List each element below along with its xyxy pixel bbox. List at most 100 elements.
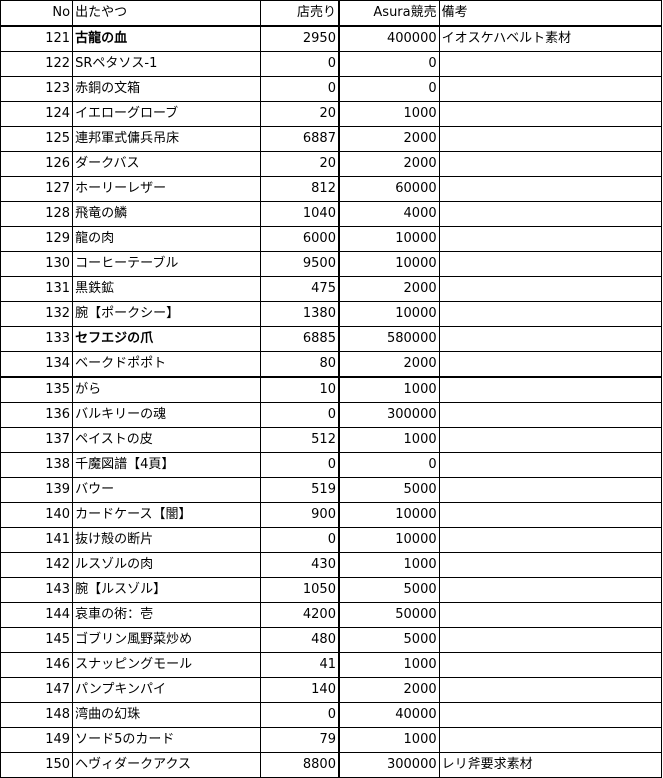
cell-name[interactable]: 腕【ポークシー】 — [72, 301, 262, 327]
cell-note[interactable] — [438, 602, 663, 628]
cell-name[interactable]: 抜け殻の断片 — [72, 527, 262, 553]
cell-no[interactable]: 147 — [0, 677, 74, 703]
cell-shop-price[interactable]: 2950 — [260, 25, 340, 52]
cell-auction-price[interactable]: 400000 — [338, 25, 440, 52]
cell-no[interactable]: 146 — [0, 652, 74, 678]
cell-shop-price[interactable]: 0 — [260, 402, 340, 428]
cell-no[interactable]: 148 — [0, 702, 74, 728]
cell-no[interactable]: 127 — [0, 176, 74, 202]
cell-auction-price[interactable]: 10000 — [338, 251, 440, 277]
cell-shop-price[interactable]: 475 — [260, 276, 340, 302]
cell-auction-price[interactable]: 1000 — [338, 727, 440, 753]
cell-no[interactable]: 142 — [0, 552, 74, 578]
cell-note[interactable] — [438, 402, 663, 428]
cell-auction-price[interactable]: 60000 — [338, 176, 440, 202]
cell-shop-price[interactable]: 0 — [260, 527, 340, 553]
cell-no[interactable]: 128 — [0, 201, 74, 227]
cell-note[interactable] — [438, 126, 663, 152]
cell-shop-price[interactable]: 8800 — [260, 752, 340, 778]
cell-note[interactable] — [438, 251, 663, 277]
cell-shop-price[interactable]: 1380 — [260, 301, 340, 327]
cell-no[interactable]: 133 — [0, 326, 74, 352]
cell-name[interactable]: ルスゾルの肉 — [72, 552, 262, 578]
cell-name[interactable]: 飛竜の鱗 — [72, 201, 262, 227]
cell-note[interactable] — [438, 502, 663, 528]
cell-shop-price[interactable]: 812 — [260, 176, 340, 202]
cell-name[interactable]: バウー — [72, 477, 262, 503]
cell-shop-price[interactable]: 80 — [260, 351, 340, 378]
cell-shop-price[interactable]: 6885 — [260, 326, 340, 352]
cell-shop-price[interactable]: 41 — [260, 652, 340, 678]
cell-name[interactable]: ペイストの皮 — [72, 427, 262, 453]
cell-note[interactable] — [438, 527, 663, 553]
cell-note[interactable] — [438, 176, 663, 202]
cell-no[interactable]: 150 — [0, 752, 74, 778]
cell-auction-price[interactable]: 300000 — [338, 752, 440, 778]
cell-auction-price[interactable]: 2000 — [338, 276, 440, 302]
header-note[interactable]: 備考 — [438, 0, 663, 27]
cell-shop-price[interactable]: 1040 — [260, 201, 340, 227]
cell-no[interactable]: 131 — [0, 276, 74, 302]
cell-no[interactable]: 123 — [0, 76, 74, 102]
cell-auction-price[interactable]: 2000 — [338, 351, 440, 378]
cell-note[interactable] — [438, 351, 663, 378]
cell-note[interactable]: イオスケハベルト素材 — [438, 25, 663, 52]
cell-auction-price[interactable]: 1000 — [338, 101, 440, 127]
cell-auction-price[interactable]: 0 — [338, 76, 440, 102]
cell-name[interactable]: 腕【ルスゾル】 — [72, 577, 262, 603]
cell-auction-price[interactable]: 1000 — [338, 376, 440, 403]
cell-shop-price[interactable]: 6000 — [260, 226, 340, 252]
header-name[interactable]: 出たやつ — [72, 0, 262, 27]
cell-name[interactable]: 連邦軍式傭兵吊床 — [72, 126, 262, 152]
cell-shop-price[interactable]: 512 — [260, 427, 340, 453]
cell-name[interactable]: 古龍の血 — [72, 25, 262, 52]
cell-note[interactable] — [438, 51, 663, 77]
cell-name[interactable]: SRペタソス-1 — [72, 51, 262, 77]
header-no[interactable]: No — [0, 0, 74, 27]
cell-auction-price[interactable]: 10000 — [338, 502, 440, 528]
cell-shop-price[interactable]: 0 — [260, 76, 340, 102]
cell-no[interactable]: 132 — [0, 301, 74, 327]
cell-name[interactable]: ソード5のカード — [72, 727, 262, 753]
cell-no[interactable]: 141 — [0, 527, 74, 553]
cell-shop-price[interactable]: 0 — [260, 51, 340, 77]
cell-auction-price[interactable]: 0 — [338, 51, 440, 77]
cell-auction-price[interactable]: 5000 — [338, 627, 440, 653]
cell-no[interactable]: 124 — [0, 101, 74, 127]
cell-name[interactable]: ホーリーレザー — [72, 176, 262, 202]
cell-name[interactable]: バルキリーの魂 — [72, 402, 262, 428]
cell-auction-price[interactable]: 1000 — [338, 427, 440, 453]
cell-shop-price[interactable]: 0 — [260, 702, 340, 728]
cell-auction-price[interactable]: 5000 — [338, 477, 440, 503]
cell-shop-price[interactable]: 900 — [260, 502, 340, 528]
cell-note[interactable] — [438, 76, 663, 102]
cell-shop-price[interactable]: 480 — [260, 627, 340, 653]
cell-shop-price[interactable]: 1050 — [260, 577, 340, 603]
cell-name[interactable]: カードケース【闇】 — [72, 502, 262, 528]
cell-name[interactable]: 湾曲の幻珠 — [72, 702, 262, 728]
cell-no[interactable]: 137 — [0, 427, 74, 453]
cell-note[interactable] — [438, 727, 663, 753]
cell-auction-price[interactable]: 2000 — [338, 126, 440, 152]
cell-no[interactable]: 130 — [0, 251, 74, 277]
cell-auction-price[interactable]: 300000 — [338, 402, 440, 428]
cell-auction-price[interactable]: 50000 — [338, 602, 440, 628]
cell-shop-price[interactable]: 519 — [260, 477, 340, 503]
cell-auction-price[interactable]: 580000 — [338, 326, 440, 352]
cell-shop-price[interactable]: 140 — [260, 677, 340, 703]
cell-auction-price[interactable]: 10000 — [338, 301, 440, 327]
cell-note[interactable] — [438, 677, 663, 703]
cell-shop-price[interactable]: 10 — [260, 376, 340, 403]
cell-name[interactable]: セフエジの爪 — [72, 326, 262, 352]
cell-name[interactable]: パンプキンパイ — [72, 677, 262, 703]
cell-no[interactable]: 139 — [0, 477, 74, 503]
cell-note[interactable] — [438, 477, 663, 503]
cell-auction-price[interactable]: 2000 — [338, 677, 440, 703]
cell-note[interactable] — [438, 276, 663, 302]
cell-shop-price[interactable]: 0 — [260, 452, 340, 478]
cell-name[interactable]: 哀車の術：壱 — [72, 602, 262, 628]
cell-name[interactable]: 黒鉄鉱 — [72, 276, 262, 302]
cell-name[interactable]: ヘヴィダークアクス — [72, 752, 262, 778]
cell-no[interactable]: 122 — [0, 51, 74, 77]
cell-name[interactable]: イエローグローブ — [72, 101, 262, 127]
